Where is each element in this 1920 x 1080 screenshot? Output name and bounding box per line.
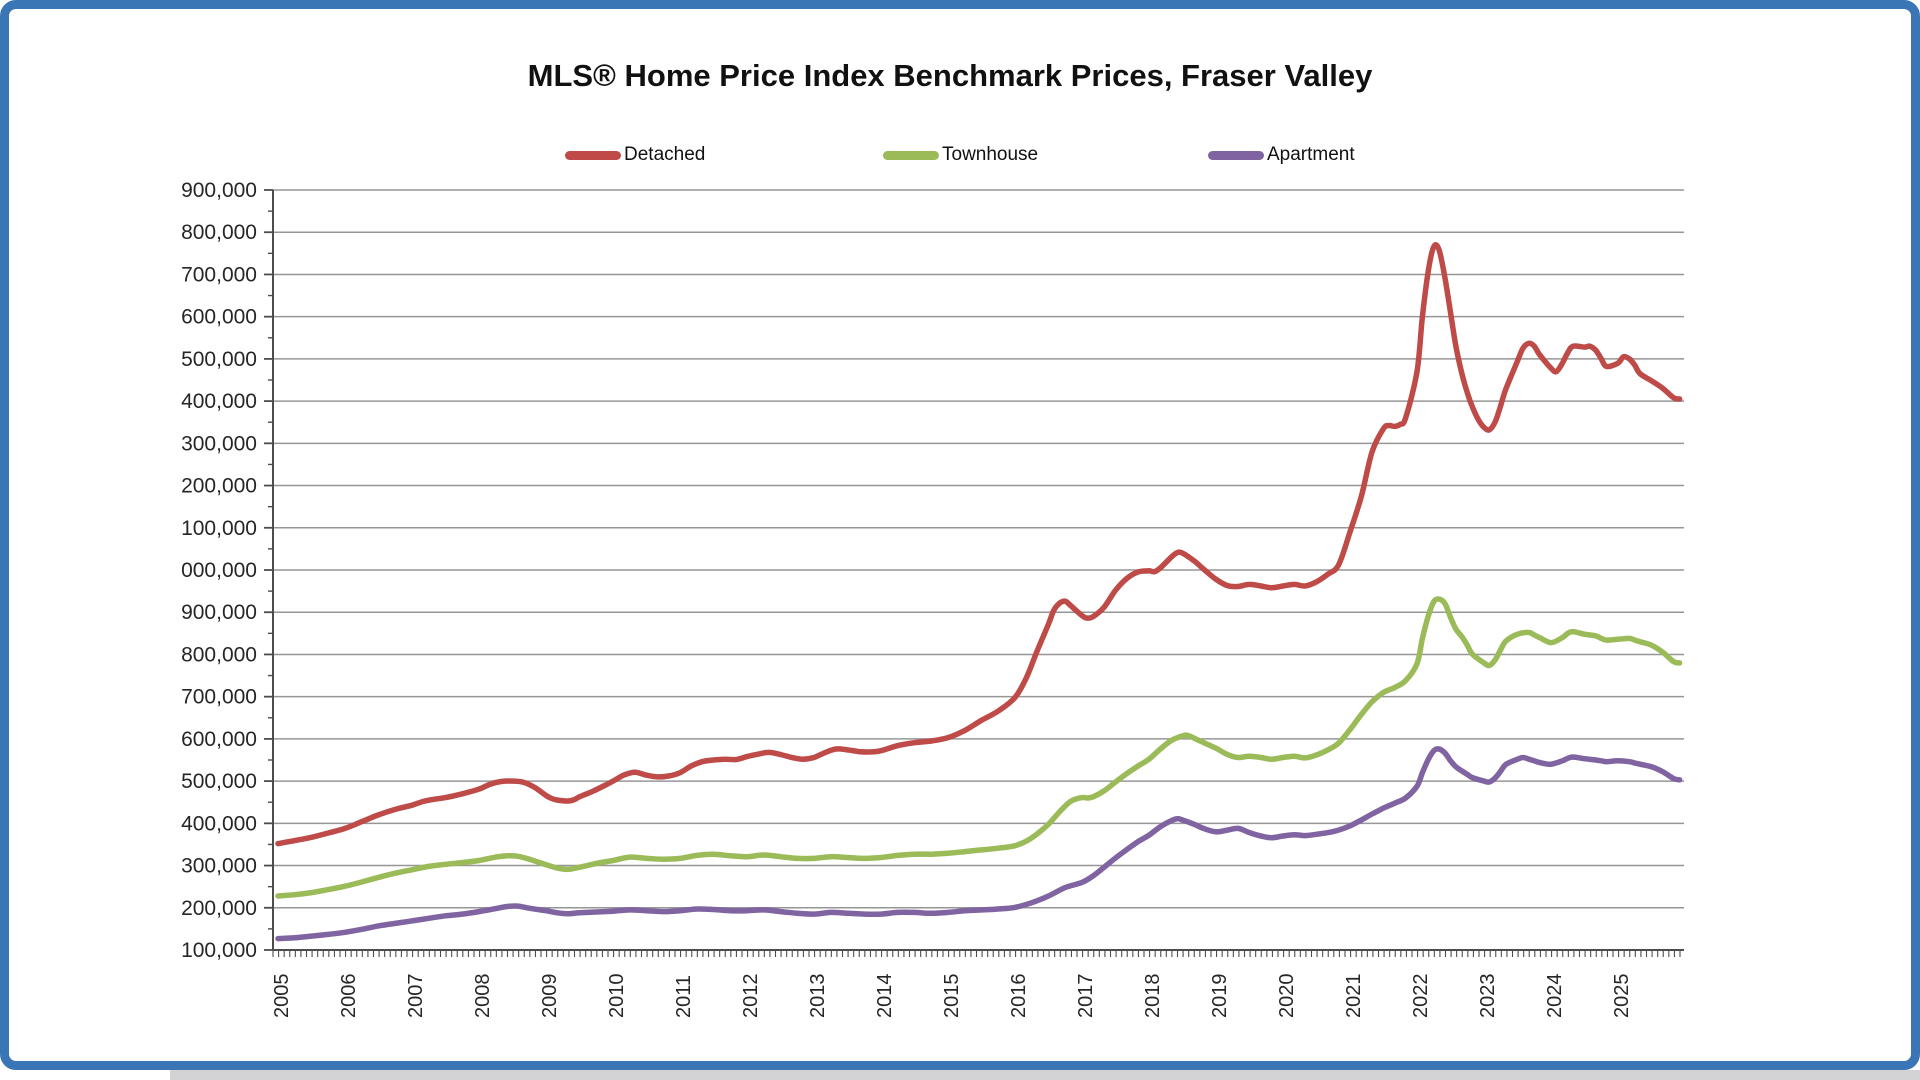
svg-text:2011: 2011 (673, 975, 695, 1018)
svg-text:800,000: 800,000 (181, 221, 257, 244)
svg-text:2005: 2005 (271, 974, 293, 1019)
svg-text:300,000: 300,000 (181, 855, 257, 878)
svg-text:2025: 2025 (1611, 974, 1633, 1019)
svg-text:800,000: 800,000 (181, 643, 257, 666)
svg-text:700,000: 700,000 (181, 263, 257, 286)
svg-text:2020: 2020 (1276, 974, 1298, 1019)
svg-text:000,000: 000,000 (181, 559, 257, 582)
svg-text:2015: 2015 (941, 974, 963, 1019)
svg-text:200,000: 200,000 (181, 897, 257, 920)
svg-text:100,000: 100,000 (181, 939, 257, 962)
svg-text:2024: 2024 (1544, 974, 1566, 1019)
legend-item-townhouse: Townhouse (883, 144, 1039, 165)
chart-title: MLS® Home Price Index Benchmark Prices, … (527, 58, 1373, 93)
svg-text:200,000: 200,000 (181, 475, 257, 498)
bottom-bar (170, 1070, 1920, 1080)
svg-text:2007: 2007 (405, 974, 427, 1019)
svg-text:900,000: 900,000 (181, 601, 257, 624)
svg-text:600,000: 600,000 (181, 306, 257, 329)
svg-text:700,000: 700,000 (181, 686, 257, 709)
svg-text:400,000: 400,000 (181, 390, 257, 413)
svg-text:2006: 2006 (338, 974, 360, 1019)
svg-text:900,000: 900,000 (181, 179, 257, 202)
svg-text:500,000: 500,000 (181, 770, 257, 793)
apartment-line-swatch-icon (1208, 150, 1264, 160)
svg-text:2016: 2016 (1008, 974, 1030, 1019)
svg-text:2019: 2019 (1209, 974, 1231, 1019)
townhouse-series-line (275, 596, 1683, 899)
townhouse-line-swatch-icon (883, 150, 939, 160)
legend-item-detached: Detached (565, 144, 706, 165)
svg-text:2008: 2008 (472, 974, 494, 1019)
svg-text:2018: 2018 (1142, 974, 1164, 1019)
legend-label-detached: Detached (624, 144, 706, 165)
svg-text:2013: 2013 (807, 974, 829, 1019)
svg-text:2023: 2023 (1477, 974, 1499, 1019)
apartment-series-line (275, 746, 1683, 942)
detached-series-line (275, 242, 1683, 847)
svg-text:2017: 2017 (1075, 974, 1097, 1019)
svg-text:2014: 2014 (874, 974, 896, 1019)
svg-text:2021: 2021 (1343, 974, 1365, 1019)
svg-text:400,000: 400,000 (181, 812, 257, 835)
legend-label-apartment: Apartment (1267, 144, 1355, 165)
svg-text:2010: 2010 (606, 974, 628, 1019)
detached-line-swatch-icon (565, 150, 621, 160)
svg-text:300,000: 300,000 (181, 432, 257, 455)
svg-text:500,000: 500,000 (181, 348, 257, 371)
legend-item-apartment: Apartment (1208, 144, 1355, 165)
svg-text:2009: 2009 (539, 974, 561, 1019)
svg-text:2022: 2022 (1410, 974, 1432, 1019)
legend-label-townhouse: Townhouse (942, 144, 1039, 165)
svg-text:100,000: 100,000 (181, 517, 257, 540)
chart-legend: Detached Townhouse Apartment (0, 144, 1920, 166)
svg-text:2012: 2012 (740, 974, 762, 1019)
svg-text:600,000: 600,000 (181, 728, 257, 751)
